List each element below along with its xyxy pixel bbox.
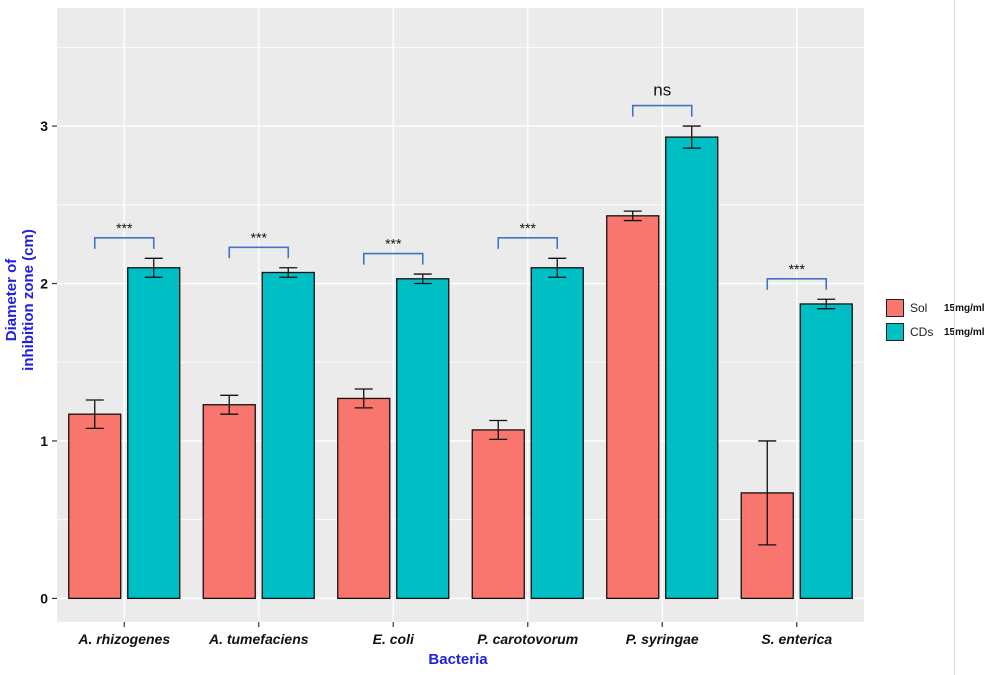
x-tick-label: P. syringae xyxy=(626,631,699,647)
significance-label-4: ns xyxy=(653,81,671,100)
error-bar-sol-5 xyxy=(758,440,777,546)
y-axis: 0 1 2 3 xyxy=(40,118,57,606)
significance-bracket-5 xyxy=(766,277,828,290)
x-tick-label: P. carotovorum xyxy=(477,631,578,647)
significance-bracket-3 xyxy=(497,237,559,249)
error-bars-layer xyxy=(85,125,836,546)
significance-bracket-2 xyxy=(362,252,424,265)
error-bar-sol-4 xyxy=(623,210,642,222)
error-bar-sol-3 xyxy=(489,419,508,441)
x-axis-label: Bacteria xyxy=(428,651,488,668)
bar-cds-5 xyxy=(799,303,853,600)
y-axis-label-line2: inhibition zone (cm) xyxy=(20,229,37,371)
legend-label-sol: Sol xyxy=(910,301,928,315)
bar-sol-0 xyxy=(68,413,122,600)
legend-key-cds xyxy=(886,323,904,341)
page-divider xyxy=(954,0,955,675)
bar-sol-4 xyxy=(606,215,660,600)
bar-sol-1 xyxy=(202,404,256,600)
y-tick-label: 1 xyxy=(40,433,48,449)
y-tick-label: 2 xyxy=(40,276,48,292)
significance-label-0: *** xyxy=(116,220,133,236)
error-bar-sol-0 xyxy=(85,399,104,430)
y-tick-label: 3 xyxy=(40,118,48,134)
error-bar-cds-5 xyxy=(817,298,836,310)
x-axis: A. rhizogenes A. tumefaciens E. coli P. car… xyxy=(77,622,832,647)
y-tick-label: 0 xyxy=(40,590,48,606)
significance-label-3: *** xyxy=(520,220,537,236)
significance-label-5: *** xyxy=(789,261,806,277)
x-tick-label: A. rhizogenes xyxy=(77,631,170,647)
error-bar-sol-2 xyxy=(354,388,373,409)
grid-lines xyxy=(57,8,864,622)
bar-cds-0 xyxy=(127,267,181,600)
significance-bracket-4 xyxy=(631,104,693,117)
significance-layer: *** *** *** *** ns *** xyxy=(93,81,828,290)
legend-item-cds: CDs 15mg/ml xyxy=(886,320,985,344)
x-tick-label: S. enterica xyxy=(761,631,832,647)
x-tick-label: E. coli xyxy=(373,631,415,647)
bar-cds-4 xyxy=(665,136,719,600)
legend: Sol 15mg/ml CDs 15mg/ml xyxy=(886,296,985,344)
bar-sol-3 xyxy=(471,429,525,600)
error-bar-cds-3 xyxy=(548,257,567,278)
legend-key-sol xyxy=(886,299,904,317)
error-bar-cds-2 xyxy=(413,273,432,285)
legend-concentration-cds: 15mg/ml xyxy=(944,326,985,338)
legend-item-sol: Sol 15mg/ml xyxy=(886,296,985,320)
y-axis-label-line1: Diameter of xyxy=(3,258,20,342)
bar-cds-2 xyxy=(396,278,450,600)
significance-label-1: *** xyxy=(251,229,268,245)
x-tick-label: A. tumefaciens xyxy=(208,631,309,647)
legend-label-cds: CDs xyxy=(910,325,934,339)
bar-sol-2 xyxy=(337,397,391,600)
error-bar-sol-1 xyxy=(220,394,239,415)
legend-concentration-sol: 15mg/ml xyxy=(944,302,985,314)
significance-bracket-0 xyxy=(93,237,155,249)
bar-cds-1 xyxy=(261,271,315,600)
significance-bracket-1 xyxy=(228,246,290,259)
error-bar-cds-1 xyxy=(279,267,298,278)
bar-cds-3 xyxy=(530,267,584,600)
significance-label-2: *** xyxy=(385,236,402,252)
bars-layer xyxy=(68,136,853,600)
error-bar-cds-4 xyxy=(682,125,701,149)
error-bar-cds-0 xyxy=(144,257,163,278)
